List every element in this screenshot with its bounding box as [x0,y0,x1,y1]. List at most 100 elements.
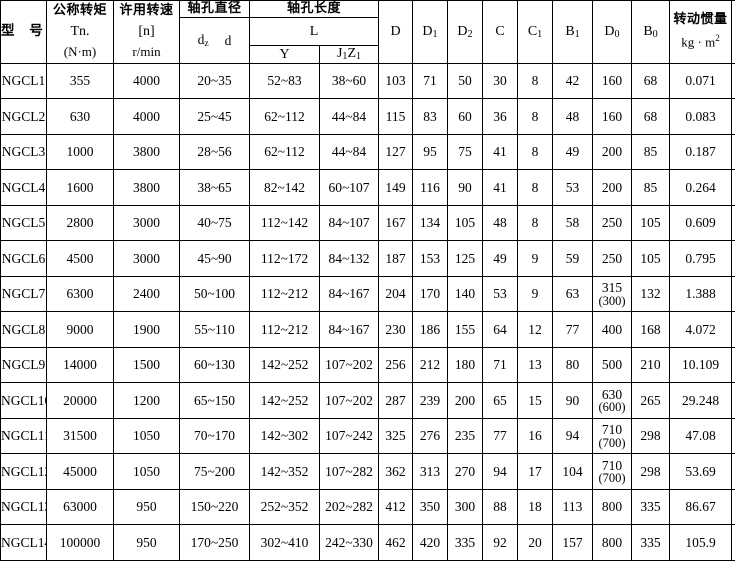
cell-D0: 630(600) [593,383,632,419]
header-C: C [483,1,518,64]
cell-speed: 3000 [114,241,180,277]
cell-C1: 15 [518,383,553,419]
cell-D: 127 [379,134,413,170]
cell-D: 187 [379,241,413,277]
cell-bore: 60~130 [180,347,250,383]
cell-speed: 1050 [114,454,180,490]
cell-C1: 8 [518,205,553,241]
header-nominal-torque: 公称转矩 Tn. (N·m) [47,1,114,64]
cell-D1: 116 [413,170,448,206]
header-inertia-unit: kg · m2 [681,33,720,50]
cell-B0: 298 [632,454,670,490]
cell-model: NGCL13 [1,489,47,525]
cell-ljz: 242~330 [320,525,379,561]
cell-D: 362 [379,454,413,490]
cell-B0: 68 [632,63,670,99]
header-mass: 重量 kg [732,1,735,64]
cell-mass: 596 [732,489,735,525]
cell-D2: 90 [448,170,483,206]
cell-ljz: 107~202 [320,383,379,419]
cell-bore: 40~75 [180,205,250,241]
cell-B0: 85 [632,134,670,170]
cell-D0-value: 250 [602,216,622,230]
cell-C1: 12 [518,312,553,348]
cell-B1: 90 [553,383,593,419]
cell-C1: 9 [518,241,553,277]
header-allowable-speed-symbol: [n] [138,24,154,40]
header-bore-length-group: L [250,18,379,46]
cell-torque: 630 [47,99,114,135]
cell-speed: 3000 [114,205,180,241]
cell-C1: 8 [518,99,553,135]
cell-B1: 42 [553,63,593,99]
header-nominal-torque-title: 公称转矩 [53,4,107,19]
cell-ly: 82~142 [250,170,320,206]
cell-D2: 75 [448,134,483,170]
cell-C1: 17 [518,454,553,490]
cell-model: NGCL11 [1,418,47,454]
cell-ljz: 107~202 [320,347,379,383]
header-nominal-torque-unit: (N·m) [64,45,97,60]
header-bore-length-title: 轴孔长度 [250,1,379,18]
cell-speed: 1050 [114,418,180,454]
cell-C1: 13 [518,347,553,383]
cell-D2: 125 [448,241,483,277]
cell-C1: 9 [518,276,553,312]
cell-B0: 68 [632,99,670,135]
cell-speed: 1900 [114,312,180,348]
cell-speed: 950 [114,525,180,561]
cell-C: 48 [483,205,518,241]
cell-ljz: 84~107 [320,205,379,241]
header-D-label: D [390,24,400,39]
cell-ly: 252~352 [250,489,320,525]
cell-mass: 34.4 [732,205,735,241]
cell-inertia: 4.072 [670,312,732,348]
header-allowable-speed: 许用转速 [n] r/min [114,1,180,64]
cell-D2: 60 [448,99,483,135]
header-C1: C1 [518,1,553,64]
cell-bore: 150~220 [180,489,250,525]
header-allowable-speed-title: 许用转速 [119,4,173,19]
header-row-1: 型 号 公称转矩 Tn. (N·m) 许用转速 [n] r/min 轴孔直径 [1,1,735,18]
cell-bore: 25~45 [180,99,250,135]
cell-ly: 112~212 [250,312,320,348]
cell-speed: 1200 [114,383,180,419]
cell-model: NGCL5 [1,205,47,241]
cell-D1: 134 [413,205,448,241]
cell-D: 256 [379,347,413,383]
cell-D2: 155 [448,312,483,348]
cell-speed: 4000 [114,99,180,135]
cell-D1: 313 [413,454,448,490]
cell-ly: 62~112 [250,134,320,170]
cell-inertia: 0.795 [670,241,732,277]
cell-speed: 3800 [114,170,180,206]
cell-D0-value: 315 [602,281,622,295]
cell-mass: 47.6 [732,241,735,277]
header-bore-length-j1z1: J1Z1 [320,46,379,64]
cell-D2: 300 [448,489,483,525]
cell-mass: 850 [732,525,735,561]
cell-D0: 800 [593,489,632,525]
cell-C: 64 [483,312,518,348]
cell-D1: 83 [413,99,448,135]
cell-D0-value: 800 [602,536,622,550]
cell-inertia: 105.9 [670,525,732,561]
cell-D2: 140 [448,276,483,312]
cell-D: 325 [379,418,413,454]
cell-B0: 105 [632,205,670,241]
cell-mass: 237 [732,383,735,419]
cell-C: 88 [483,489,518,525]
cell-D0-value: 710 [602,459,622,473]
cell-C1: 8 [518,63,553,99]
cell-mass: 167 [732,347,735,383]
cell-C: 53 [483,276,518,312]
cell-B1: 104 [553,454,593,490]
cell-ly: 112~142 [250,205,320,241]
cell-D0-value: 800 [602,500,622,514]
cell-D0: 315(300) [593,276,632,312]
cell-mass: 8 [732,63,735,99]
